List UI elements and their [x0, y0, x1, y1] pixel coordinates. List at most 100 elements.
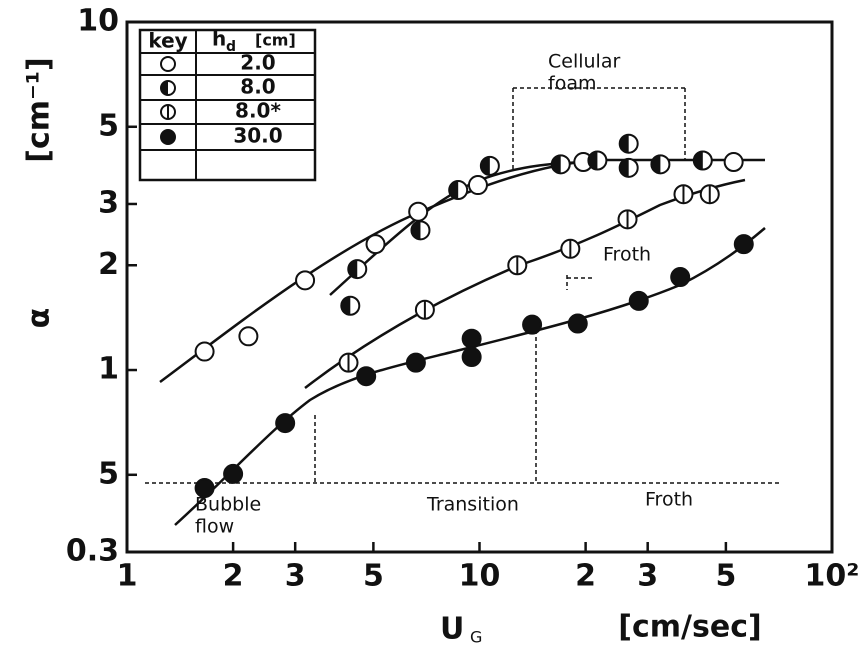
point-half: [449, 181, 459, 200]
x-tick-label: 1: [117, 559, 138, 594]
x-tick-label: 5: [715, 559, 736, 594]
point-body: [670, 267, 691, 288]
annotation: Froth: [603, 244, 651, 266]
point-body: [408, 201, 429, 222]
legend-h-sub: d: [226, 39, 236, 55]
point-body: [238, 326, 259, 347]
point: [356, 366, 377, 387]
fit-curve: [174, 227, 766, 526]
x-axis-label: U: [440, 612, 464, 647]
point: [587, 150, 608, 171]
point-half: [551, 155, 561, 174]
point: [410, 220, 431, 241]
point-body: [733, 234, 754, 255]
point: [692, 150, 713, 171]
legend-unit-header: [cm]: [255, 31, 296, 50]
point: [408, 201, 429, 222]
y-axis-label: α: [22, 308, 57, 329]
y-tick-label: 5: [98, 456, 119, 491]
point: [340, 295, 361, 316]
annotation: foam: [548, 73, 596, 95]
point-half: [619, 158, 629, 177]
point-half: [341, 296, 351, 315]
x-tick-label: 2: [575, 559, 596, 594]
x-tick-label: 10: [459, 559, 501, 594]
y-tick-label: 1: [98, 352, 119, 387]
legend-h-header: h: [212, 27, 226, 51]
y-tick-label: 10: [77, 4, 119, 39]
point-body: [194, 478, 215, 499]
point: [347, 259, 368, 280]
point-body: [356, 366, 377, 387]
point: [507, 255, 528, 276]
point-half: [619, 134, 629, 153]
regime-brackets: [145, 87, 780, 484]
point-body: [160, 129, 176, 145]
point-half: [693, 151, 703, 170]
point: [670, 267, 691, 288]
legend-rules: [140, 30, 315, 180]
x-axis-label-sub: G: [470, 628, 482, 647]
point: [275, 413, 296, 434]
point: [618, 133, 639, 154]
point-body: [467, 175, 488, 196]
bracket: [512, 87, 686, 170]
point: [618, 157, 639, 178]
point-body: [160, 56, 176, 72]
x-tick-label: 2: [223, 559, 244, 594]
point: [405, 352, 426, 373]
y-tick-label: 2: [98, 247, 119, 282]
point-body: [223, 463, 244, 484]
point-half: [348, 260, 358, 279]
point: [467, 175, 488, 196]
point: [238, 326, 259, 347]
point: [733, 234, 754, 255]
x-tick-label: 3: [285, 559, 306, 594]
point: [650, 154, 671, 175]
point: [567, 313, 588, 334]
point: [160, 104, 176, 120]
point-half: [588, 151, 598, 170]
point-body: [461, 328, 482, 349]
point-body: [275, 413, 296, 434]
point-body: [295, 270, 316, 291]
bracket: [145, 330, 780, 484]
x-tick-label: 10²: [805, 559, 860, 594]
y-axis-unit: [cm⁻¹]: [22, 57, 57, 162]
y-tick-label: 3: [98, 185, 119, 220]
point-body: [628, 290, 649, 311]
x-tick-label: 3: [637, 559, 658, 594]
point: [673, 184, 694, 205]
point: [699, 184, 720, 205]
point: [223, 463, 244, 484]
legend-label: 2.0: [240, 51, 275, 75]
point-body: [567, 313, 588, 334]
point-body: [461, 346, 482, 367]
point: [160, 80, 176, 96]
point: [560, 238, 581, 259]
annotation: flow: [195, 516, 234, 538]
point: [461, 328, 482, 349]
point: [160, 129, 176, 145]
annotation: Froth: [645, 489, 693, 511]
point: [365, 234, 386, 255]
point: [522, 314, 543, 335]
point: [194, 478, 215, 499]
point: [414, 299, 435, 320]
point-body: [194, 341, 215, 362]
point-body: [522, 314, 543, 335]
legend-label: 8.0*: [235, 99, 281, 123]
point: [338, 352, 359, 373]
point: [194, 341, 215, 362]
y-tick-label: 5: [98, 108, 119, 143]
annotation: Bubble: [195, 494, 261, 516]
point: [448, 180, 469, 201]
point: [550, 154, 571, 175]
point-half: [651, 155, 661, 174]
y-tick-label: 0.3: [66, 534, 119, 569]
legend: key h d [cm]: [138, 27, 317, 182]
x-tick-label: 5: [363, 559, 384, 594]
point: [723, 152, 744, 173]
x-axis-unit: [cm/sec]: [618, 610, 761, 645]
